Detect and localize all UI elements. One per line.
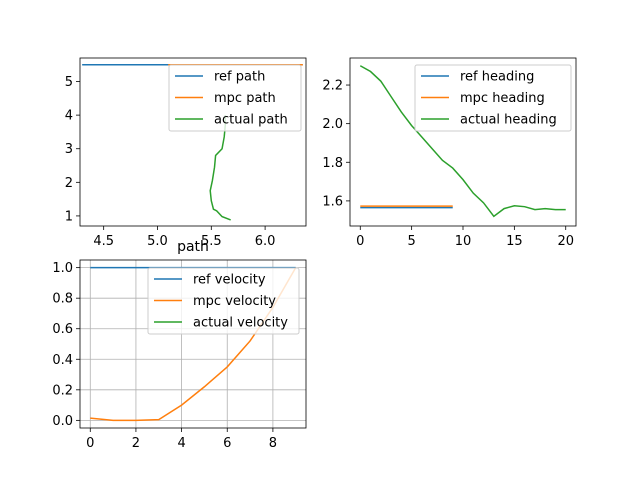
x-tick-label: 10 <box>455 234 472 249</box>
legend-box <box>147 267 300 335</box>
y-tick-label: 0.2 <box>52 383 73 398</box>
legend-label: ref path <box>214 70 265 85</box>
y-tick-label: 0.4 <box>52 353 73 368</box>
axes-frame <box>79 57 307 227</box>
legend: ref heading mpc heading actual heading <box>414 64 572 132</box>
y-tick-label: 2.2 <box>322 79 343 94</box>
heading-chart: 0 5 10 15 20 1.6 1.8 2.0 2.2 ref heading mpc headi… <box>322 57 577 249</box>
x-tick-label: 20 <box>557 234 574 249</box>
y-tick-label: 3 <box>65 142 73 157</box>
legend-label: actual velocity <box>193 316 288 331</box>
legend-label: actual heading <box>460 113 557 128</box>
y-tick-label: 2.0 <box>322 117 343 132</box>
x-tick-label: 6.0 <box>255 234 276 249</box>
y-tick-label: 0.0 <box>52 414 73 429</box>
legend: ref path mpc path actual path <box>168 64 302 132</box>
y-tick-label: 4 <box>65 109 73 124</box>
x-tick-label: 0 <box>86 436 94 451</box>
x-tick-label: 15 <box>506 234 523 249</box>
y-tick-label: 1 <box>65 209 73 224</box>
x-tick-label: 6 <box>223 436 231 451</box>
x-tick-label: 5.0 <box>147 234 168 249</box>
legend-label: mpc velocity <box>193 294 276 309</box>
legend-box <box>414 64 572 132</box>
axes-frame <box>79 259 307 429</box>
y-tick-label: 2 <box>65 176 73 191</box>
series-line-actual-path <box>209 115 231 221</box>
y-tick-label: 0.6 <box>52 322 73 337</box>
series-line-actual-heading <box>359 65 566 218</box>
legend-label: mpc heading <box>460 91 545 106</box>
x-tick-label: 4 <box>177 436 185 451</box>
y-tick-label: 1.0 <box>52 261 73 276</box>
y-tick-label: 5 <box>65 75 73 90</box>
velocity-chart: 0 2 4 6 8 0.0 0.2 0.4 0.6 0.8 1.0 path ref velocity m… <box>52 239 307 451</box>
path-chart: 4.5 5.0 5.5 6.0 1 2 3 4 5 ref path mpc path actual … <box>65 57 307 249</box>
y-tick-label: 0.8 <box>52 292 73 307</box>
x-tick-label: 8 <box>269 436 277 451</box>
x-tick-label: 4.5 <box>93 234 114 249</box>
y-tick-label: 1.6 <box>322 194 343 209</box>
x-tick-label: 0 <box>356 234 364 249</box>
legend-label: mpc path <box>214 91 276 106</box>
chart-title: path <box>177 239 209 255</box>
legend-box <box>168 64 302 132</box>
legend-label: ref heading <box>460 70 534 85</box>
legend-label: actual path <box>214 113 288 128</box>
x-tick-label: 5.5 <box>201 234 222 249</box>
x-tick-label: 5 <box>407 234 415 249</box>
legend-label: ref velocity <box>193 273 266 288</box>
legend: ref velocity mpc velocity actual velocity <box>147 267 300 335</box>
y-tick-label: 1.8 <box>322 156 343 171</box>
x-tick-label: 2 <box>132 436 140 451</box>
